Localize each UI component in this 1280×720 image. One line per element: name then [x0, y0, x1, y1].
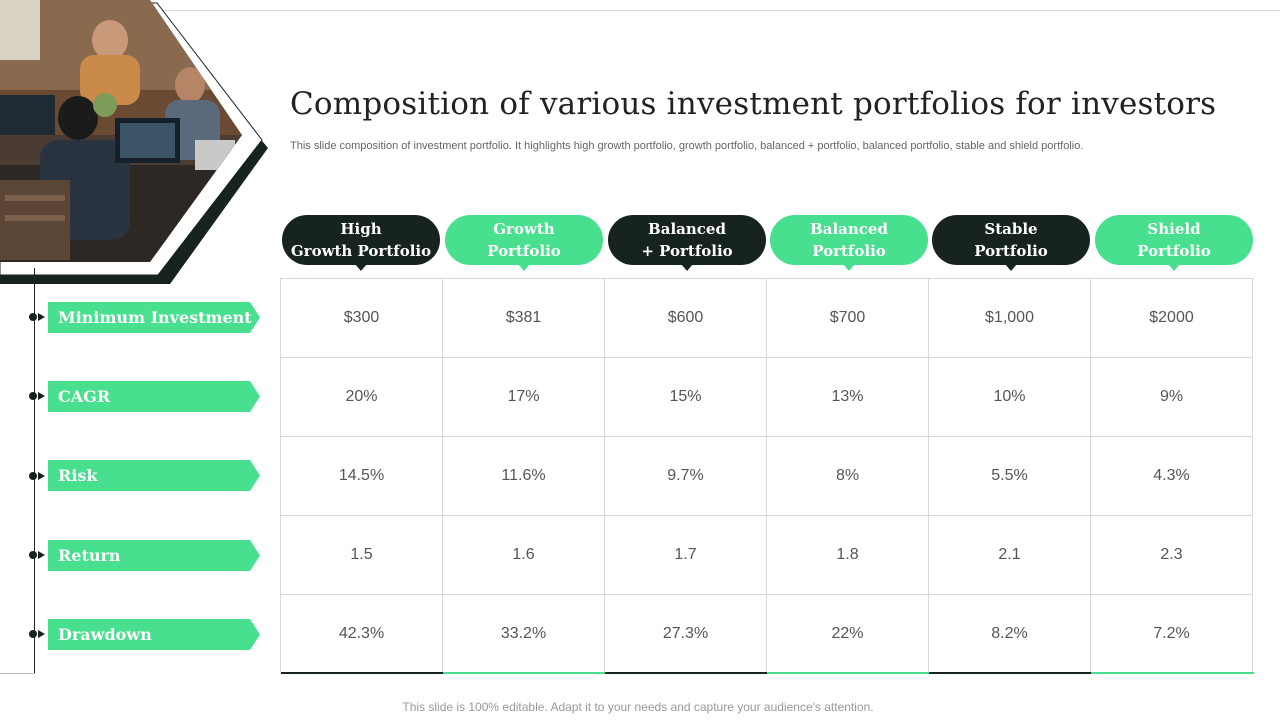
timeline-line	[34, 268, 35, 673]
column-underline	[281, 672, 443, 674]
table-cell: $700	[767, 279, 929, 358]
column-underline	[1091, 672, 1254, 674]
table-cell: 13%	[767, 358, 929, 437]
page-subtitle: This slide composition of investment por…	[290, 140, 1084, 152]
team-photo	[0, 0, 270, 285]
row-label-minimum-investment: Minimum Investment	[48, 302, 260, 333]
table-cell: 15%	[605, 358, 767, 437]
table-cell: 9%	[1091, 358, 1253, 437]
column-underline	[929, 672, 1091, 674]
table-cell: 1.6	[443, 516, 605, 595]
table-cell: 33.2%	[443, 595, 605, 674]
table-cell: $300	[281, 279, 443, 358]
column-header-balanced-plus: Balanced + Portfolio	[608, 215, 766, 271]
column-header-label: High Growth Portfolio	[290, 220, 432, 260]
table-cell: 1.8	[767, 516, 929, 595]
column-underline	[767, 672, 929, 674]
row-label-cagr: CAGR	[48, 381, 260, 412]
table-cell: 4.3%	[1091, 437, 1253, 516]
bullet-marker-icon	[29, 392, 45, 400]
column-header-label: Balanced + Portfolio	[641, 220, 733, 260]
table-cell: 42.3%	[281, 595, 443, 674]
table-cell: 8.2%	[929, 595, 1091, 674]
bullet-marker-icon	[29, 313, 45, 321]
table-cell: 10%	[929, 358, 1091, 437]
column-underline	[443, 672, 605, 674]
bullet-marker-icon	[29, 551, 45, 559]
row-label-text: Risk	[58, 466, 98, 485]
table-cell: 5.5%	[929, 437, 1091, 516]
row-label-text: Minimum Investment	[58, 308, 252, 327]
table-cell: $600	[605, 279, 767, 358]
table-cell: $381	[443, 279, 605, 358]
table-cell: 17%	[443, 358, 605, 437]
table-cell: 9.7%	[605, 437, 767, 516]
bullet-marker-icon	[29, 472, 45, 480]
table-cell: 1.7	[605, 516, 767, 595]
row-label-text: CAGR	[58, 387, 111, 406]
top-rule	[160, 10, 1280, 11]
table-cell: $1,000	[929, 279, 1091, 358]
column-header-label: Stable Portfolio	[974, 220, 1048, 260]
row-label-text: Drawdown	[58, 625, 152, 644]
table-cell: 20%	[281, 358, 443, 437]
column-header-label: Growth Portfolio	[487, 220, 561, 260]
table-cell: 8%	[767, 437, 929, 516]
table-cell: 7.2%	[1091, 595, 1253, 674]
table-cell: 14.5%	[281, 437, 443, 516]
column-header-growth: Growth Portfolio	[445, 215, 603, 271]
column-header-shield: Shield Portfolio	[1095, 215, 1253, 271]
table-cell: 1.5	[281, 516, 443, 595]
footer-note: This slide is 100% editable. Adapt it to…	[402, 700, 874, 714]
column-underline	[605, 672, 767, 674]
row-label-return: Return	[48, 540, 260, 571]
table-cell: 2.3	[1091, 516, 1253, 595]
table-cell: 27.3%	[605, 595, 767, 674]
page-title: Composition of various investment portfo…	[290, 86, 1217, 122]
row-label-drawdown: Drawdown	[48, 619, 260, 650]
table-cell: 22%	[767, 595, 929, 674]
column-header-label: Shield Portfolio	[1137, 220, 1211, 260]
timeline-base	[0, 673, 35, 674]
team-photo-illustration	[0, 0, 268, 284]
column-header-label: Balanced Portfolio	[810, 220, 888, 260]
row-label-risk: Risk	[48, 460, 260, 491]
portfolio-table: $300 $381 $600 $700 $1,000 $2000 20% 17%…	[280, 278, 1254, 674]
bullet-marker-icon	[29, 630, 45, 638]
table-cell: $2000	[1091, 279, 1253, 358]
table-cell: 11.6%	[443, 437, 605, 516]
column-header-high-growth: High Growth Portfolio	[282, 215, 440, 271]
column-header-stable: Stable Portfolio	[932, 215, 1090, 271]
table-cell: 2.1	[929, 516, 1091, 595]
column-header-balanced: Balanced Portfolio	[770, 215, 928, 271]
row-label-text: Return	[58, 546, 121, 565]
